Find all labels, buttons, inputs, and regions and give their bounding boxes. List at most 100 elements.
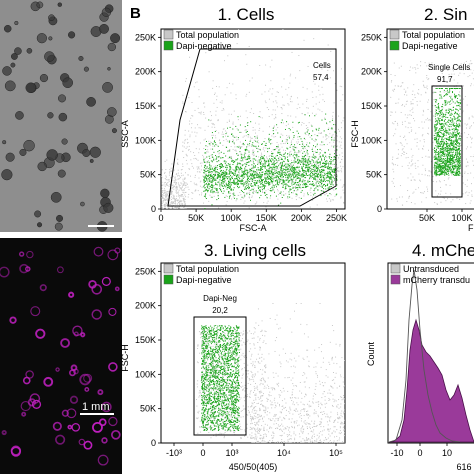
dapi-negative-event	[213, 176, 215, 178]
dapi-negative-event	[302, 170, 304, 172]
dapi-negative-event	[458, 142, 460, 144]
dapi-negative-event	[318, 169, 320, 171]
dapi-negative-event	[217, 177, 219, 179]
dapi-negative-event	[291, 167, 293, 169]
gray-event	[276, 91, 278, 93]
dapi-negative-event	[208, 177, 210, 179]
dapi-negative-event	[293, 183, 295, 185]
gray-event	[166, 183, 168, 185]
gray-event	[245, 153, 247, 155]
gray-event	[301, 122, 303, 124]
dapi-negative-event	[210, 187, 212, 189]
dapi-negative-event	[443, 95, 445, 97]
dapi-negative-event	[441, 109, 443, 111]
gray-event	[409, 114, 411, 116]
dapi-negative-event	[253, 174, 255, 176]
gray-event	[323, 66, 325, 68]
dapi-negative-event	[452, 168, 454, 170]
dapi-negative-event	[303, 158, 305, 160]
gray-event	[307, 134, 309, 136]
organoid	[11, 53, 18, 60]
organoid	[83, 66, 89, 72]
gray-event	[187, 186, 189, 188]
dapi-negative-event	[306, 164, 308, 166]
x-tick-label: 0	[158, 213, 163, 223]
gray-event	[194, 190, 196, 192]
dapi-negative-event	[272, 155, 274, 157]
gray-event	[175, 199, 177, 201]
dapi-negative-event	[225, 182, 227, 184]
dapi-negative-event	[450, 154, 452, 156]
gray-event	[298, 55, 300, 57]
dapi-negative-event	[239, 181, 241, 183]
gray-event	[224, 94, 226, 96]
dapi-negative-event	[255, 155, 257, 157]
dapi-negative-event	[216, 158, 218, 160]
dapi-negative-event	[212, 171, 214, 173]
dapi-negative-event	[449, 158, 451, 160]
dapi-negative-event	[291, 168, 293, 170]
dapi-negative-event	[229, 187, 231, 189]
dapi-negative-event	[299, 174, 301, 176]
gray-event	[296, 152, 298, 154]
gray-event	[204, 157, 206, 159]
gray-event	[269, 182, 271, 184]
dapi-negative-event	[457, 161, 459, 163]
gray-event	[169, 199, 171, 201]
dapi-negative-event	[297, 182, 299, 184]
dapi-negative-event	[294, 144, 296, 146]
gray-event	[211, 134, 213, 136]
dapi-negative-event	[220, 174, 222, 176]
dapi-negative-event	[440, 94, 442, 96]
dapi-negative-event	[305, 171, 307, 173]
dapi-negative-event	[290, 179, 292, 181]
dapi-negative-event	[458, 143, 460, 145]
gray-event	[170, 196, 172, 198]
dapi-negative-event	[442, 140, 444, 142]
dapi-negative-event	[294, 172, 296, 174]
dapi-negative-event	[255, 172, 257, 174]
dapi-negative-event	[434, 138, 436, 140]
dapi-negative-event	[203, 190, 205, 192]
dapi-negative-event	[267, 174, 269, 176]
gray-event	[418, 93, 420, 95]
dapi-negative-event	[226, 173, 228, 175]
dapi-negative-event	[331, 181, 333, 183]
fluorescent-organoid	[69, 369, 76, 377]
gray-event	[165, 208, 167, 209]
gray-event	[176, 207, 178, 209]
dapi-negative-event	[244, 167, 246, 169]
dapi-negative-event	[321, 186, 323, 188]
dapi-negative-event	[230, 189, 232, 191]
gray-event	[222, 108, 224, 110]
gray-event	[393, 171, 395, 173]
dapi-negative-event	[223, 166, 225, 168]
dapi-negative-event	[437, 144, 439, 146]
dapi-negative-event	[215, 188, 217, 190]
gray-event	[252, 155, 254, 157]
gray-event	[209, 120, 211, 122]
dapi-negative-event	[218, 150, 220, 152]
dapi-negative-event	[270, 170, 272, 172]
dapi-negative-event	[442, 129, 444, 131]
gray-event	[314, 155, 316, 157]
dapi-negative-event	[219, 188, 221, 190]
dapi-negative-event	[211, 196, 213, 198]
gray-event	[216, 95, 218, 97]
gray-event	[295, 116, 297, 118]
dapi-negative-event	[263, 188, 265, 190]
gray-event	[328, 198, 330, 200]
gray-event	[197, 167, 199, 169]
dapi-negative-event	[255, 140, 257, 142]
gray-event	[290, 144, 292, 146]
gray-event	[161, 196, 163, 198]
gray-event	[330, 199, 332, 201]
gray-event	[186, 138, 188, 140]
gray-event	[306, 100, 308, 102]
gray-event	[450, 193, 452, 195]
dapi-negative-event	[256, 181, 258, 183]
dapi-negative-event	[213, 169, 215, 171]
dapi-negative-event	[442, 113, 444, 115]
gray-event	[404, 151, 406, 153]
dapi-negative-event	[332, 176, 334, 178]
